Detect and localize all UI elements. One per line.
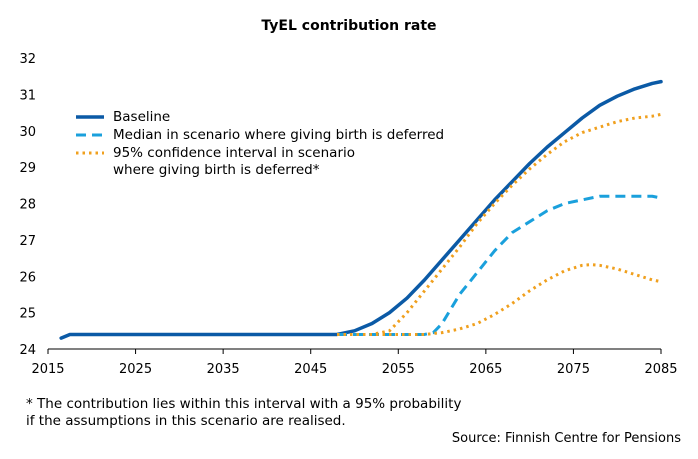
series-line-1 xyxy=(59,79,663,340)
axes: 2015 2025 2035 2045 2055 2065 2075 2085 24 25 26 27… xyxy=(19,52,677,377)
legend: Baseline Median in scenario where giving … xyxy=(76,109,444,178)
x-tick-label: 2035 xyxy=(207,362,240,377)
y-tick-label: 29 xyxy=(19,161,36,176)
source-note: Source: Finnish Centre for Pensions xyxy=(452,431,681,446)
series-line-2 xyxy=(336,194,662,336)
y-tick-label: 27 xyxy=(19,234,36,249)
x-tick-label: 2055 xyxy=(382,362,415,377)
series-line-4 xyxy=(336,263,662,336)
chart-title: TyEL contribution rate xyxy=(261,18,436,34)
y-tick-label: 30 xyxy=(19,125,36,140)
y-tick-label: 32 xyxy=(19,52,36,67)
footnote-line-2: if the assumptions in this scenario are … xyxy=(26,413,346,429)
x-tick-label: 2075 xyxy=(557,362,590,377)
y-tick-label: 24 xyxy=(19,343,36,358)
legend-label-3: 95% confidence interval in scenario xyxy=(113,145,355,161)
series-line-3 xyxy=(336,112,662,336)
y-tick-label: 28 xyxy=(19,198,36,213)
footnote-line-1: * The contribution lies within this inte… xyxy=(26,396,461,412)
legend-label-1: Baseline xyxy=(113,109,170,125)
legend-label-3: where giving birth is deferred* xyxy=(113,162,320,178)
x-tick-label: 2085 xyxy=(644,362,677,377)
y-tick-label: 31 xyxy=(19,88,36,103)
x-tick-label: 2045 xyxy=(294,362,327,377)
y-tick-label: 26 xyxy=(19,270,36,285)
x-tick-label: 2025 xyxy=(119,362,152,377)
y-tick-label: 25 xyxy=(19,307,36,322)
x-tick-label: 2015 xyxy=(31,362,64,377)
series-group xyxy=(59,79,663,340)
legend-label-2: Median in scenario where giving birth is… xyxy=(113,127,444,143)
x-tick-label: 2065 xyxy=(469,362,502,377)
